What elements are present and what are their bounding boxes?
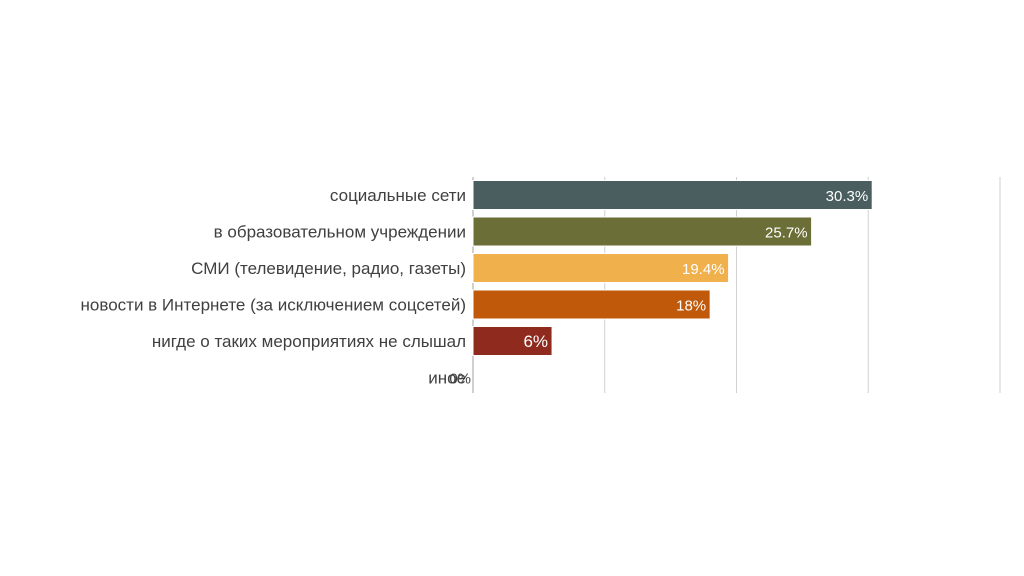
gridlines	[472, 177, 1001, 393]
bar	[472, 326, 553, 356]
value-label: 6%	[523, 332, 548, 351]
category-label: в образовательном учреждении	[214, 223, 466, 242]
value-label: 25.7%	[765, 225, 808, 242]
bar	[472, 180, 873, 210]
category-label: СМИ (телевидение, радио, газеты)	[191, 259, 466, 278]
bar	[472, 289, 711, 320]
category-labels: социальные сети в образовательном учрежде…	[81, 186, 466, 388]
category-label: новости в Интернете (за исключением соцс…	[81, 296, 466, 315]
bar	[472, 216, 813, 247]
value-label: 18%	[676, 298, 706, 315]
value-label: 19.4%	[682, 261, 725, 278]
bar	[472, 253, 730, 283]
category-label: нигде о таких мероприятиях не слышал	[152, 332, 466, 351]
category-label: иное	[428, 369, 466, 388]
category-label: социальные сети	[330, 186, 466, 205]
value-labels: 30.3% 25.7% 19.4% 18% 6% 0%	[449, 188, 868, 388]
bars	[472, 180, 873, 356]
value-label: 30.3%	[826, 188, 869, 205]
value-label: 0%	[449, 371, 471, 388]
